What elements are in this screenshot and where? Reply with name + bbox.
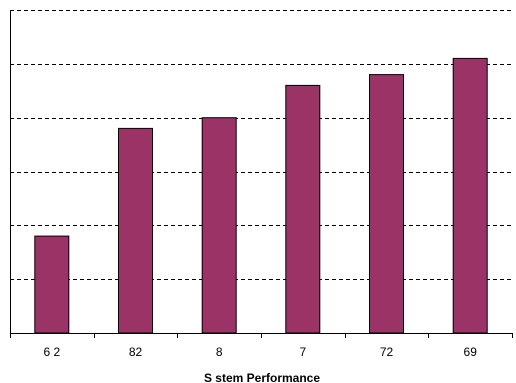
bar — [369, 74, 404, 334]
bars — [34, 57, 488, 334]
x-tick-labels: 6 2 82 8 7 72 69 — [43, 345, 477, 359]
x-tick-label: 69 — [464, 345, 478, 359]
bar — [34, 235, 70, 334]
x-tick-label: 7 — [299, 345, 306, 359]
gridlines — [10, 10, 512, 280]
x-tick-label: 82 — [129, 345, 143, 359]
x-axis-title: S stem Performance — [204, 371, 320, 383]
axes — [10, 10, 513, 338]
bar — [285, 84, 321, 334]
x-tick-label: 72 — [380, 345, 394, 359]
x-tick-label: 6 2 — [43, 345, 60, 359]
bar — [118, 127, 153, 334]
bar — [201, 117, 237, 334]
x-tick-label: 8 — [216, 345, 223, 359]
bar — [452, 57, 488, 334]
